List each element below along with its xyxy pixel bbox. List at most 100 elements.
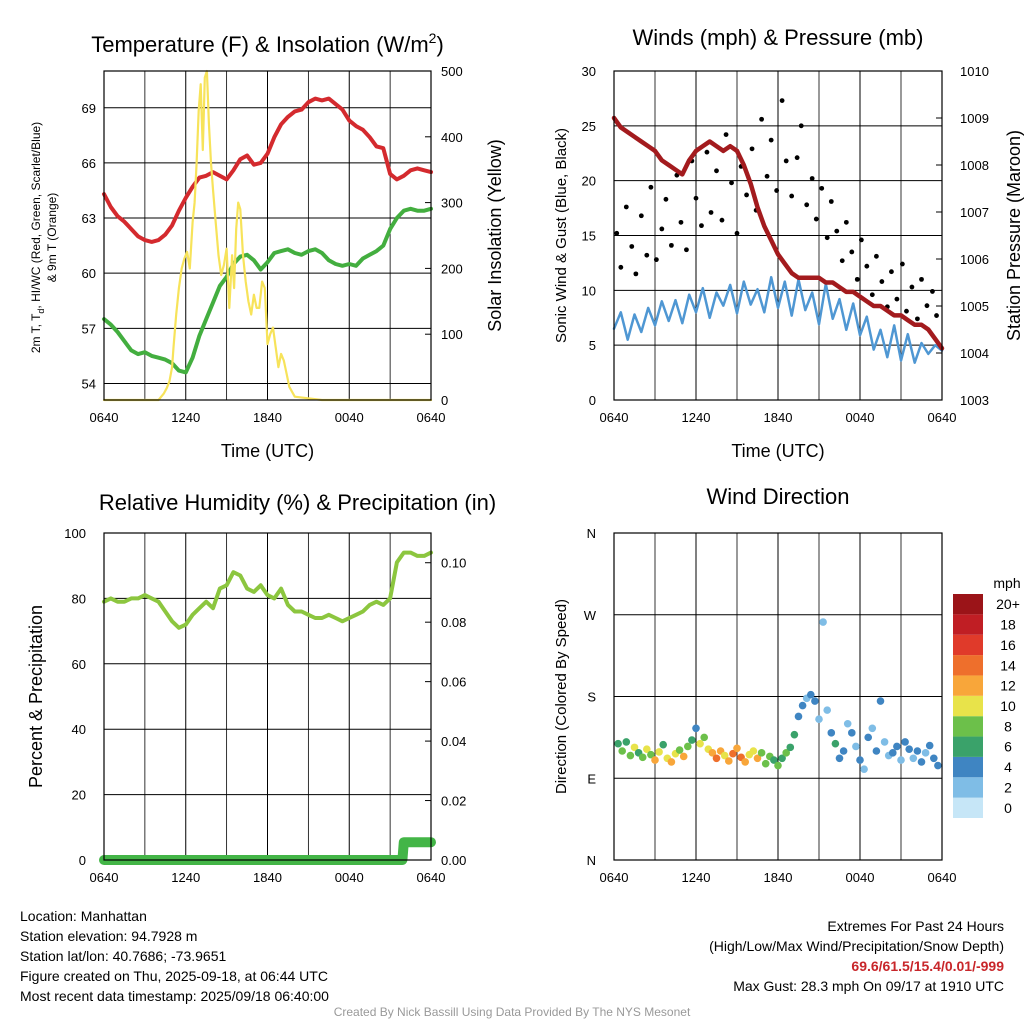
gust-point: [915, 316, 920, 322]
plot-frame: [613, 70, 943, 401]
gust-point: [839, 258, 845, 264]
direction-point: [725, 757, 733, 765]
gust-point: [678, 219, 684, 225]
y-tick-label: 63: [82, 211, 96, 226]
y-right-axis-label: Solar Insolation (Yellow): [485, 139, 505, 331]
direction-point: [827, 729, 836, 737]
direction-point: [819, 618, 827, 626]
gust-point: [798, 123, 804, 129]
y-right-tick-label: 0: [441, 393, 448, 408]
direction-point: [741, 758, 749, 766]
direction-point: [729, 749, 737, 758]
direction-point: [626, 751, 635, 760]
y-right-tick-label: 0.08: [441, 615, 466, 630]
max-gust-text: Max Gust: 28.3 mph On 09/17 at 1910 UTC: [733, 978, 1004, 994]
y-right-tick-label: 500: [441, 64, 463, 79]
colorbar-swatch: [953, 614, 983, 635]
gust-point: [629, 244, 635, 249]
direction-point: [843, 719, 852, 728]
chart-title: Relative Humidity (%) & Precipitation (i…: [99, 490, 496, 515]
y-tick-label: 10: [582, 283, 596, 298]
gust-point: [858, 237, 864, 243]
gust-point: [874, 253, 879, 259]
gust-point: [930, 289, 935, 294]
direction-point: [749, 747, 758, 755]
direction-point: [798, 701, 807, 710]
colorbar-swatch: [953, 655, 983, 676]
gust-point: [919, 276, 924, 282]
y-right-tick-label: 1005: [960, 299, 989, 314]
extremes-info: Extremes For Past 24 Hours (High/Low/Max…: [709, 916, 1004, 996]
gust-point: [813, 216, 819, 222]
extremes-description: (High/Low/Max Wind/Precipitation/Snow De…: [709, 938, 1004, 954]
dewpoint-line: [102, 206, 433, 375]
y-tick-label: 20: [582, 174, 596, 189]
direction-point: [733, 744, 741, 753]
gust-point: [894, 296, 900, 302]
direction-point: [889, 749, 897, 757]
chart-title: Temperature (F) & Insolation (W/m2): [91, 30, 444, 57]
y-tick-label: N: [587, 526, 596, 541]
y-right-axis-label: Station Pressure (Maroon): [1004, 130, 1024, 341]
plot-frame: [103, 532, 432, 861]
direction-point: [679, 752, 688, 761]
direction-point: [876, 697, 885, 705]
wind-line: [612, 275, 944, 364]
colorbar-label: 4: [1004, 759, 1012, 775]
gust-point: [849, 249, 855, 255]
y-tick-label: 0: [589, 393, 596, 408]
gust-point: [904, 308, 909, 314]
gust-point: [669, 242, 674, 248]
gust-point: [854, 276, 860, 282]
gust-point: [828, 199, 834, 204]
y-tick-label: 60: [82, 266, 96, 281]
credit-text: Created By Nick Bassill Using Data Provi…: [333, 1005, 691, 1019]
direction-point: [852, 742, 860, 751]
colorbar-swatch: [953, 675, 983, 696]
direction-point: [856, 756, 864, 764]
direction-point: [909, 754, 918, 763]
y-tick-label: 60: [72, 657, 86, 672]
extremes-values: 69.6/61.5/15.4/0.01/-999: [851, 958, 1004, 974]
y-tick-label: 100: [64, 526, 86, 541]
y-tick-label: 57: [82, 321, 96, 336]
y-tick-label: 15: [582, 229, 596, 244]
y-tick-label: 25: [582, 119, 596, 134]
direction-point: [651, 756, 659, 764]
colorbar-swatch: [953, 716, 983, 737]
x-tick-label: 1240: [171, 410, 200, 425]
x-tick-label: 0040: [846, 410, 875, 425]
direction-point: [708, 749, 717, 757]
direction-point: [901, 738, 909, 746]
colorbar-label: 12: [1000, 678, 1016, 694]
x-tick-label: 0640: [417, 870, 446, 885]
y-right-tick-label: 1007: [960, 205, 989, 220]
gust-point: [623, 204, 629, 210]
gust-point: [889, 269, 894, 275]
gust-point: [653, 257, 659, 263]
y-tick-label: 5: [589, 338, 596, 353]
gust-point: [819, 185, 825, 191]
extremes-title: Extremes For Past 24 Hours: [827, 918, 1004, 934]
direction-point: [675, 746, 684, 754]
direction-point: [778, 754, 786, 763]
direction-point: [688, 736, 696, 744]
y-right-tick-label: 400: [441, 130, 463, 145]
y-tick-label: 30: [582, 64, 596, 79]
location-text: Location: Manhattan: [20, 908, 147, 924]
direction-point: [913, 747, 922, 755]
direction-point: [807, 690, 815, 699]
latlon-text: Station lat/lon: 40.7686; -73.9651: [20, 948, 227, 964]
gust-point: [708, 210, 714, 215]
direction-point: [786, 743, 795, 752]
chart-title: Wind Direction: [706, 484, 849, 509]
direction-point: [880, 738, 889, 746]
x-axis-label: Time (UTC): [221, 441, 314, 461]
direction-point: [622, 738, 631, 746]
direction-point: [638, 753, 647, 762]
direction-point: [696, 739, 704, 748]
direction-point: [921, 749, 930, 757]
y-axis-label-part: 2m T, T: [29, 313, 43, 353]
gust-point: [693, 195, 699, 201]
